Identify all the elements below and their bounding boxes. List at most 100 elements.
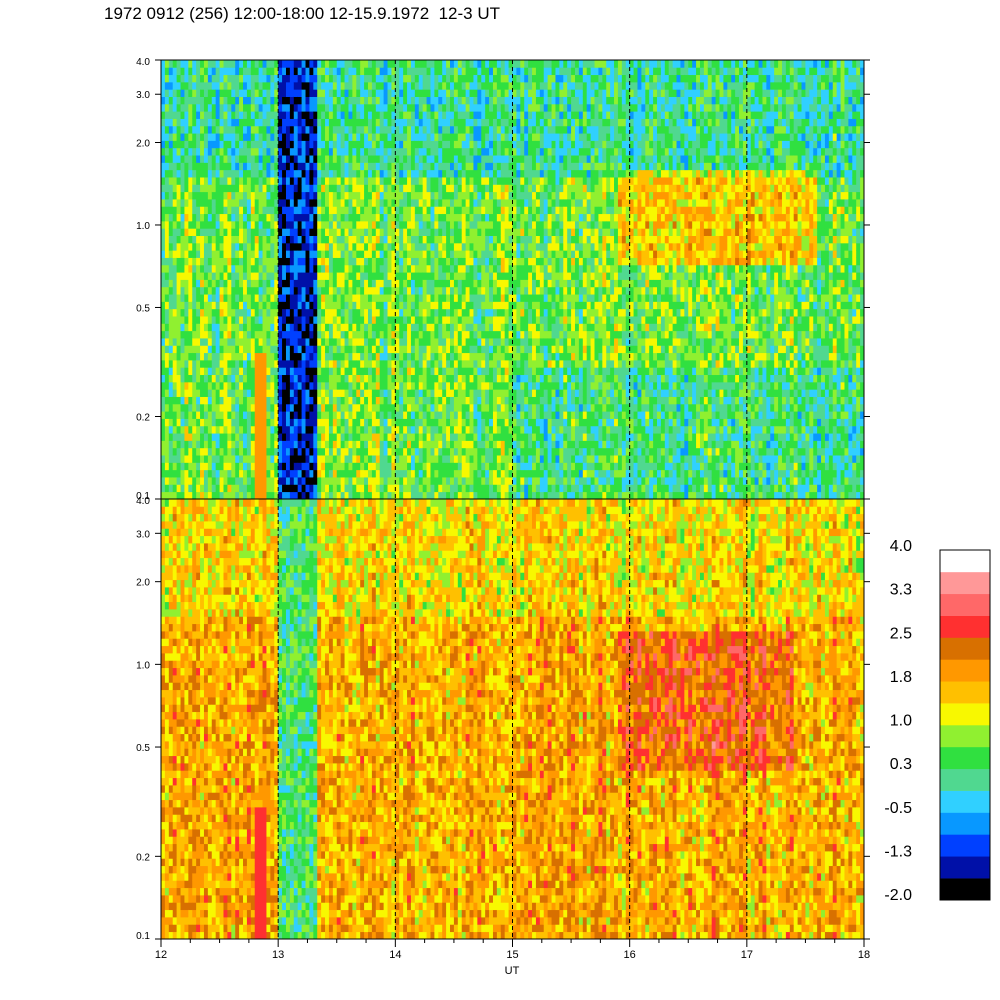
spectrogram-cell (301, 81, 306, 90)
spectrogram-cell (352, 301, 357, 310)
spectrogram-cell (301, 316, 306, 324)
spectrogram-cell (246, 447, 252, 456)
spectrogram-cell (477, 184, 482, 193)
spectrogram-cell (328, 162, 334, 171)
spectrogram-cell (246, 316, 252, 324)
spectrogram-cell (395, 81, 400, 90)
spectrogram-cell (246, 323, 252, 332)
spectrogram-cell (278, 67, 283, 76)
spectrogram-cell (161, 191, 166, 200)
spectrogram-cell (180, 352, 185, 361)
spectrogram-cell (289, 301, 295, 310)
spectrogram-cell (328, 418, 334, 427)
spectrogram-cell (285, 308, 291, 317)
spectrogram-cell (387, 286, 392, 295)
spectrogram-cell (328, 133, 334, 141)
spectrogram-cell (243, 213, 248, 222)
spectrogram-cell (313, 264, 318, 273)
spectrogram-cell (321, 133, 326, 141)
spectrogram-cell (180, 199, 185, 207)
spectrogram-cell (395, 389, 400, 397)
spectrogram-cell (309, 367, 314, 376)
spectrogram-cell (430, 323, 435, 332)
spectrogram-cell (254, 367, 260, 376)
spectrogram-cell (360, 111, 365, 119)
spectrogram-cell (266, 220, 271, 229)
spectrogram-cell (211, 118, 217, 127)
spectrogram-cell (262, 235, 267, 244)
spectrogram-cell (422, 389, 427, 397)
spectrogram-cell (313, 411, 318, 419)
spectrogram-cell (250, 455, 256, 463)
spectrogram-cell (321, 220, 326, 229)
spectrogram-cell (250, 279, 256, 288)
spectrogram-cell (414, 250, 420, 258)
spectrogram-cell (379, 133, 385, 141)
spectrogram-cell (239, 440, 244, 449)
spectrogram-cell (457, 301, 463, 310)
spectrogram-cell (328, 381, 334, 390)
spectrogram-cell (348, 206, 353, 215)
spectrogram-cell (164, 286, 170, 295)
spectrogram-cell (262, 155, 267, 163)
spectrogram-cell (414, 81, 420, 90)
spectrogram-cell (461, 60, 467, 68)
spectrogram-cell (321, 213, 326, 222)
spectrogram-cell (328, 316, 334, 324)
spectrogram-cell (344, 308, 349, 317)
spectrogram-cell (161, 359, 166, 368)
spectrogram-cell (461, 294, 467, 302)
spectrogram-cell (239, 491, 244, 500)
spectrogram-cell (325, 301, 330, 310)
spectrogram-cell (399, 359, 404, 368)
spectrogram-cell (453, 162, 459, 171)
spectrogram-cell (223, 286, 228, 295)
spectrogram-cell (399, 235, 404, 244)
spectrogram-cell (465, 257, 470, 266)
spectrogram-cell (317, 433, 322, 441)
spectrogram-cell (422, 257, 427, 266)
spectrogram-cell (453, 89, 459, 97)
spectrogram-cell (203, 67, 209, 76)
spectrogram-cell (270, 177, 275, 185)
spectrogram-cell (305, 316, 310, 324)
spectrogram-cell (328, 374, 334, 383)
spectrogram-cell (176, 294, 181, 302)
spectrogram-cell (200, 440, 205, 449)
spectrogram-cell (332, 228, 338, 236)
spectrogram-cell (395, 155, 400, 163)
spectrogram-cell (293, 381, 299, 390)
spectrogram-cell (239, 125, 244, 134)
spectrogram-cell (438, 462, 443, 471)
spectrogram-cell (301, 308, 306, 317)
spectrogram-cell (485, 462, 490, 471)
spectrogram-cell (414, 308, 420, 317)
spectrogram-cell (340, 389, 345, 397)
spectrogram-cell (200, 272, 205, 280)
spectrogram-cell (469, 491, 474, 500)
spectrogram-cell (262, 308, 267, 317)
spectrogram-cell (426, 199, 431, 207)
spectrogram-cell (313, 81, 318, 90)
spectrogram-cell (254, 162, 260, 171)
spectrogram-cell (325, 140, 330, 149)
spectrogram-cell (266, 169, 271, 178)
spectrogram-cell (305, 491, 310, 500)
spectrogram-cell (328, 279, 334, 288)
spectrogram-cell (375, 191, 381, 200)
spectrogram-cell (426, 111, 431, 119)
spectrogram-cell (344, 323, 349, 332)
spectrogram-cell (239, 67, 244, 76)
spectrogram-cell (196, 367, 201, 376)
spectrogram-cell (309, 279, 314, 288)
spectrogram-cell (200, 118, 205, 127)
spectrogram-cell (211, 103, 217, 112)
spectrogram-cell (325, 411, 330, 419)
spectrogram-cell (434, 140, 439, 149)
spectrogram-cell (434, 477, 439, 485)
spectrogram-cell (207, 264, 213, 273)
spectrogram-cell (219, 133, 224, 141)
spectrogram-cell (356, 81, 361, 90)
spectrogram-cell (266, 433, 271, 441)
spectrogram-cell (473, 250, 478, 258)
